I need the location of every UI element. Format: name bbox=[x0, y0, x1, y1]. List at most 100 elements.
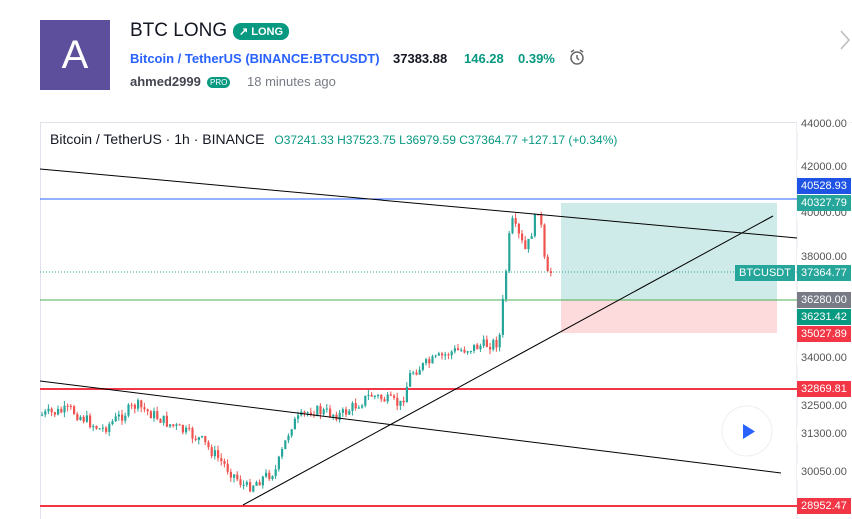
candle-body bbox=[428, 359, 431, 364]
price-label: 36280.00 bbox=[797, 292, 851, 308]
candle-body bbox=[351, 403, 354, 411]
candle-body bbox=[447, 354, 450, 356]
avatar[interactable]: A bbox=[40, 20, 110, 90]
candle-body bbox=[162, 415, 165, 423]
trend-line bbox=[242, 215, 774, 506]
candle-body bbox=[175, 424, 178, 426]
candle-body bbox=[124, 415, 127, 421]
change-pct: 0.39% bbox=[518, 51, 555, 66]
next-arrow[interactable] bbox=[838, 28, 852, 52]
candle-body bbox=[178, 424, 181, 426]
candle-body bbox=[121, 414, 124, 421]
candle-body bbox=[469, 350, 472, 352]
candle-body bbox=[377, 395, 380, 397]
candle-body bbox=[325, 408, 328, 410]
candle-body bbox=[543, 224, 546, 257]
candle-body bbox=[76, 414, 79, 420]
candle-body bbox=[229, 471, 232, 478]
candle-body bbox=[473, 344, 476, 351]
badge-text: LONG bbox=[251, 26, 284, 38]
candle-body bbox=[425, 359, 428, 364]
candle-body bbox=[524, 240, 527, 250]
price-label: 38000.00 bbox=[797, 249, 851, 265]
candle-body bbox=[287, 435, 290, 441]
candle-body bbox=[415, 372, 418, 375]
ohlc-delta: +127.17 (+0.34%) bbox=[521, 133, 618, 147]
candle-body bbox=[210, 447, 213, 457]
loss-zone bbox=[561, 300, 777, 333]
candle-body bbox=[322, 409, 325, 415]
candle-body bbox=[357, 407, 360, 409]
candle-body bbox=[146, 409, 149, 412]
candle-body bbox=[306, 412, 309, 414]
candle-body bbox=[418, 369, 421, 375]
candle-body bbox=[437, 353, 440, 356]
candle-body bbox=[341, 409, 344, 413]
symbol-link[interactable]: Bitcoin / TetherUS (BINANCE:BTCUSDT) bbox=[130, 51, 380, 66]
candle-body bbox=[521, 233, 524, 241]
candle-body bbox=[508, 233, 511, 272]
candle-body bbox=[396, 397, 399, 406]
candle-body bbox=[130, 404, 133, 406]
candle-body bbox=[213, 450, 216, 457]
candle-body bbox=[117, 414, 120, 417]
candle-body bbox=[60, 408, 63, 413]
candle-body bbox=[540, 214, 543, 225]
ohlc-open: O37241.33 bbox=[274, 133, 334, 147]
candle-body bbox=[159, 419, 162, 423]
candle-body bbox=[249, 482, 252, 492]
play-icon bbox=[743, 424, 755, 439]
candle-body bbox=[399, 400, 402, 406]
candle-body bbox=[476, 344, 479, 350]
candle-body bbox=[133, 404, 136, 409]
candle-body bbox=[181, 424, 184, 433]
candle-body bbox=[393, 395, 396, 398]
candle-body bbox=[383, 399, 386, 402]
candle-body bbox=[482, 339, 485, 346]
candle-body bbox=[505, 271, 508, 299]
candle-body bbox=[405, 386, 408, 403]
candle-body bbox=[498, 334, 501, 348]
candle-body bbox=[434, 355, 437, 357]
price-label: 32869.81 bbox=[797, 381, 851, 397]
candle-body bbox=[495, 339, 498, 348]
author[interactable]: ahmed2999 bbox=[130, 74, 201, 89]
candle-body bbox=[453, 348, 456, 352]
candle-body bbox=[511, 218, 514, 234]
chart-legend: Bitcoin / TetherUS · 1h · BINANCE O37241… bbox=[50, 131, 617, 147]
candle-body bbox=[239, 479, 242, 486]
candle-body bbox=[105, 427, 108, 432]
candle-body bbox=[50, 408, 53, 413]
candle-body bbox=[441, 353, 444, 356]
candle-body bbox=[332, 414, 335, 417]
candle-body bbox=[370, 394, 373, 397]
candle-body bbox=[274, 469, 277, 477]
idea-title[interactable]: BTC LONG bbox=[130, 20, 228, 41]
candle-body bbox=[303, 411, 306, 414]
candle-body bbox=[348, 410, 351, 415]
candle-body bbox=[44, 411, 47, 415]
alarm-icon[interactable] bbox=[568, 48, 588, 68]
candle-body bbox=[85, 415, 88, 422]
candle-body bbox=[409, 373, 412, 387]
candle-body bbox=[252, 485, 255, 492]
price-label: 40327.79 bbox=[797, 195, 851, 211]
candle-body bbox=[236, 474, 239, 480]
symbol-label: BTCUSDT bbox=[735, 265, 795, 281]
candle-body bbox=[41, 414, 44, 416]
candle-body bbox=[82, 416, 85, 422]
long-badge: ↗ LONG bbox=[233, 23, 290, 40]
candle-body bbox=[335, 414, 338, 420]
candle-body bbox=[316, 406, 319, 416]
candle-body bbox=[79, 416, 82, 420]
change: 146.28 bbox=[464, 51, 504, 66]
candle-body bbox=[284, 440, 287, 450]
candle-body bbox=[114, 416, 117, 422]
price-label: 40528.93 bbox=[797, 178, 851, 194]
price-label: 35027.89 bbox=[797, 326, 851, 342]
pro-badge: PRO bbox=[207, 77, 231, 88]
candle-body bbox=[95, 426, 98, 429]
price-label: 28952.47 bbox=[797, 498, 851, 514]
